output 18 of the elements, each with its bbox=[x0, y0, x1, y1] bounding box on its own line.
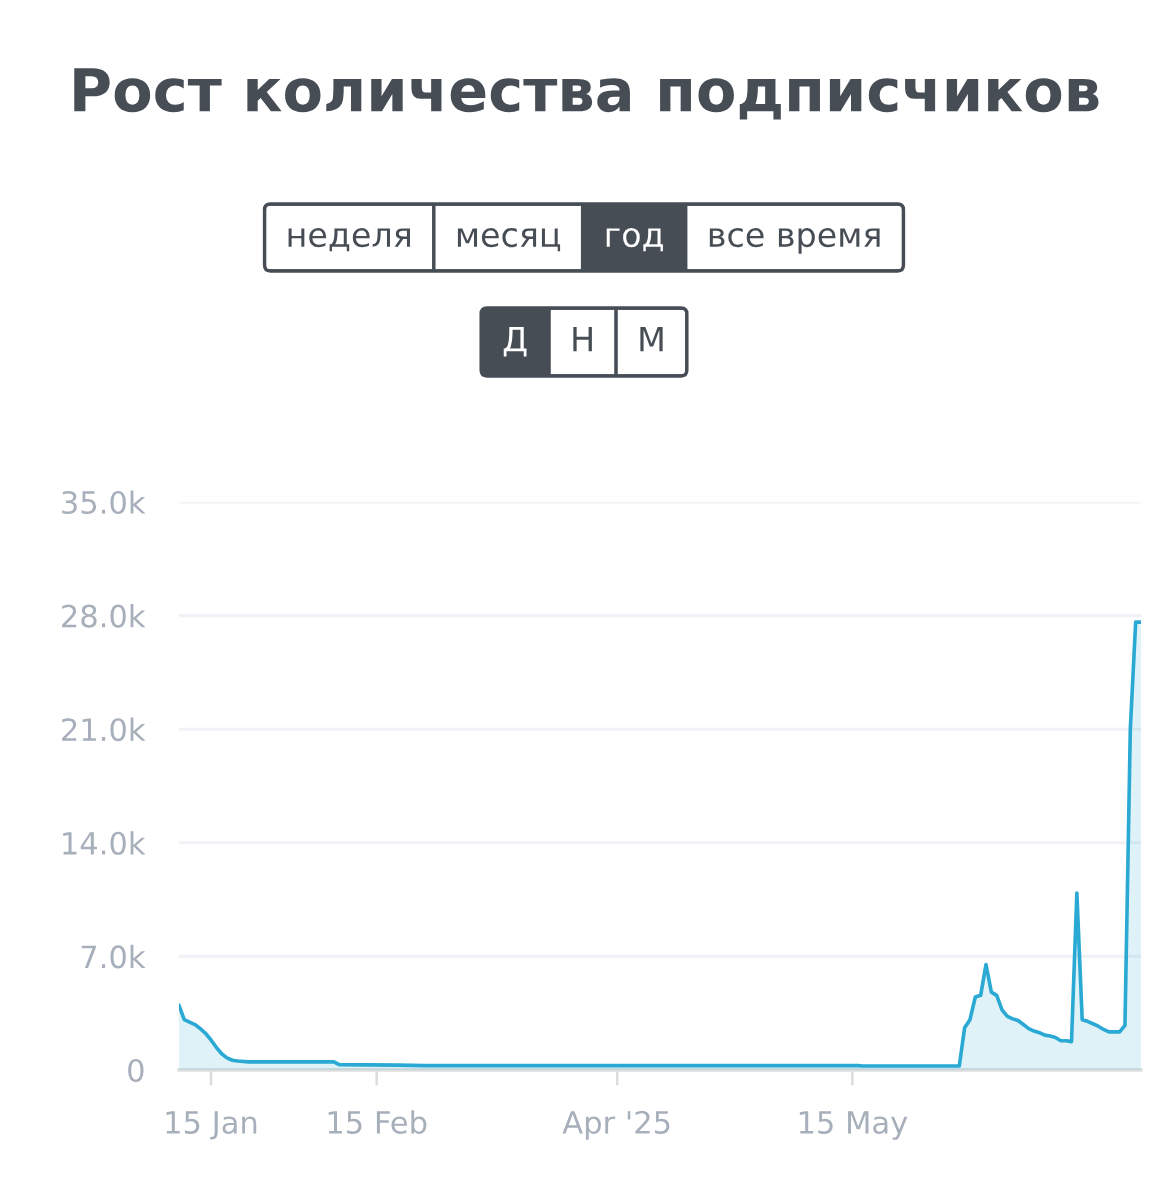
y-tick-label: 7.0k bbox=[81, 944, 146, 969]
x-tick-label: Apr '25 bbox=[562, 1110, 670, 1140]
text: неделя bbox=[288, 228, 410, 252]
y-tick-label: 14.0k bbox=[63, 831, 146, 855]
text: все время bbox=[709, 228, 880, 254]
y-tick-label: 35.0k bbox=[62, 490, 146, 515]
x-tick-label: 15 May bbox=[799, 1111, 908, 1140]
text: М bbox=[640, 326, 663, 352]
chart-title: Рост количества подписчиков bbox=[74, 68, 1099, 120]
x-tick-label: 15 Feb bbox=[328, 1110, 427, 1134]
y-tick-label: 0 bbox=[128, 1058, 144, 1083]
text: Н bbox=[573, 326, 592, 352]
text: год bbox=[606, 228, 663, 252]
y-tick-label: 21.0k bbox=[62, 717, 146, 742]
text: месяц bbox=[457, 228, 561, 252]
text: Д bbox=[503, 326, 527, 357]
y-tick-label: 28.0k bbox=[62, 603, 146, 628]
x-tick-label: 15 Jan bbox=[166, 1111, 257, 1140]
